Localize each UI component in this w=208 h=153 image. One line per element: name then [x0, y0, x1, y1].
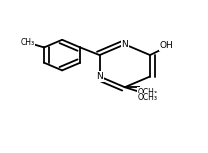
Text: N: N: [96, 72, 103, 81]
Text: CH₃: CH₃: [20, 38, 35, 47]
Text: N: N: [121, 40, 128, 49]
Text: OCH₃: OCH₃: [138, 93, 158, 102]
Text: OH: OH: [160, 41, 173, 50]
Text: OCH₃: OCH₃: [138, 88, 158, 97]
